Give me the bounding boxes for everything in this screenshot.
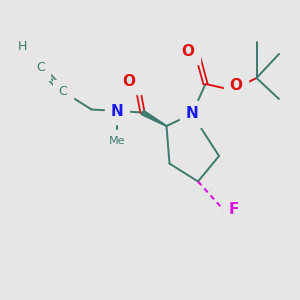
Text: N: N	[111, 103, 123, 118]
Text: O: O	[229, 78, 242, 93]
Text: C: C	[58, 85, 68, 98]
Text: Me: Me	[109, 136, 125, 146]
Text: O: O	[122, 74, 136, 88]
Text: H: H	[18, 40, 27, 53]
Text: O: O	[181, 44, 194, 59]
Text: F: F	[229, 202, 239, 217]
Polygon shape	[141, 110, 166, 126]
Text: C: C	[36, 61, 45, 74]
Text: N: N	[186, 106, 198, 122]
